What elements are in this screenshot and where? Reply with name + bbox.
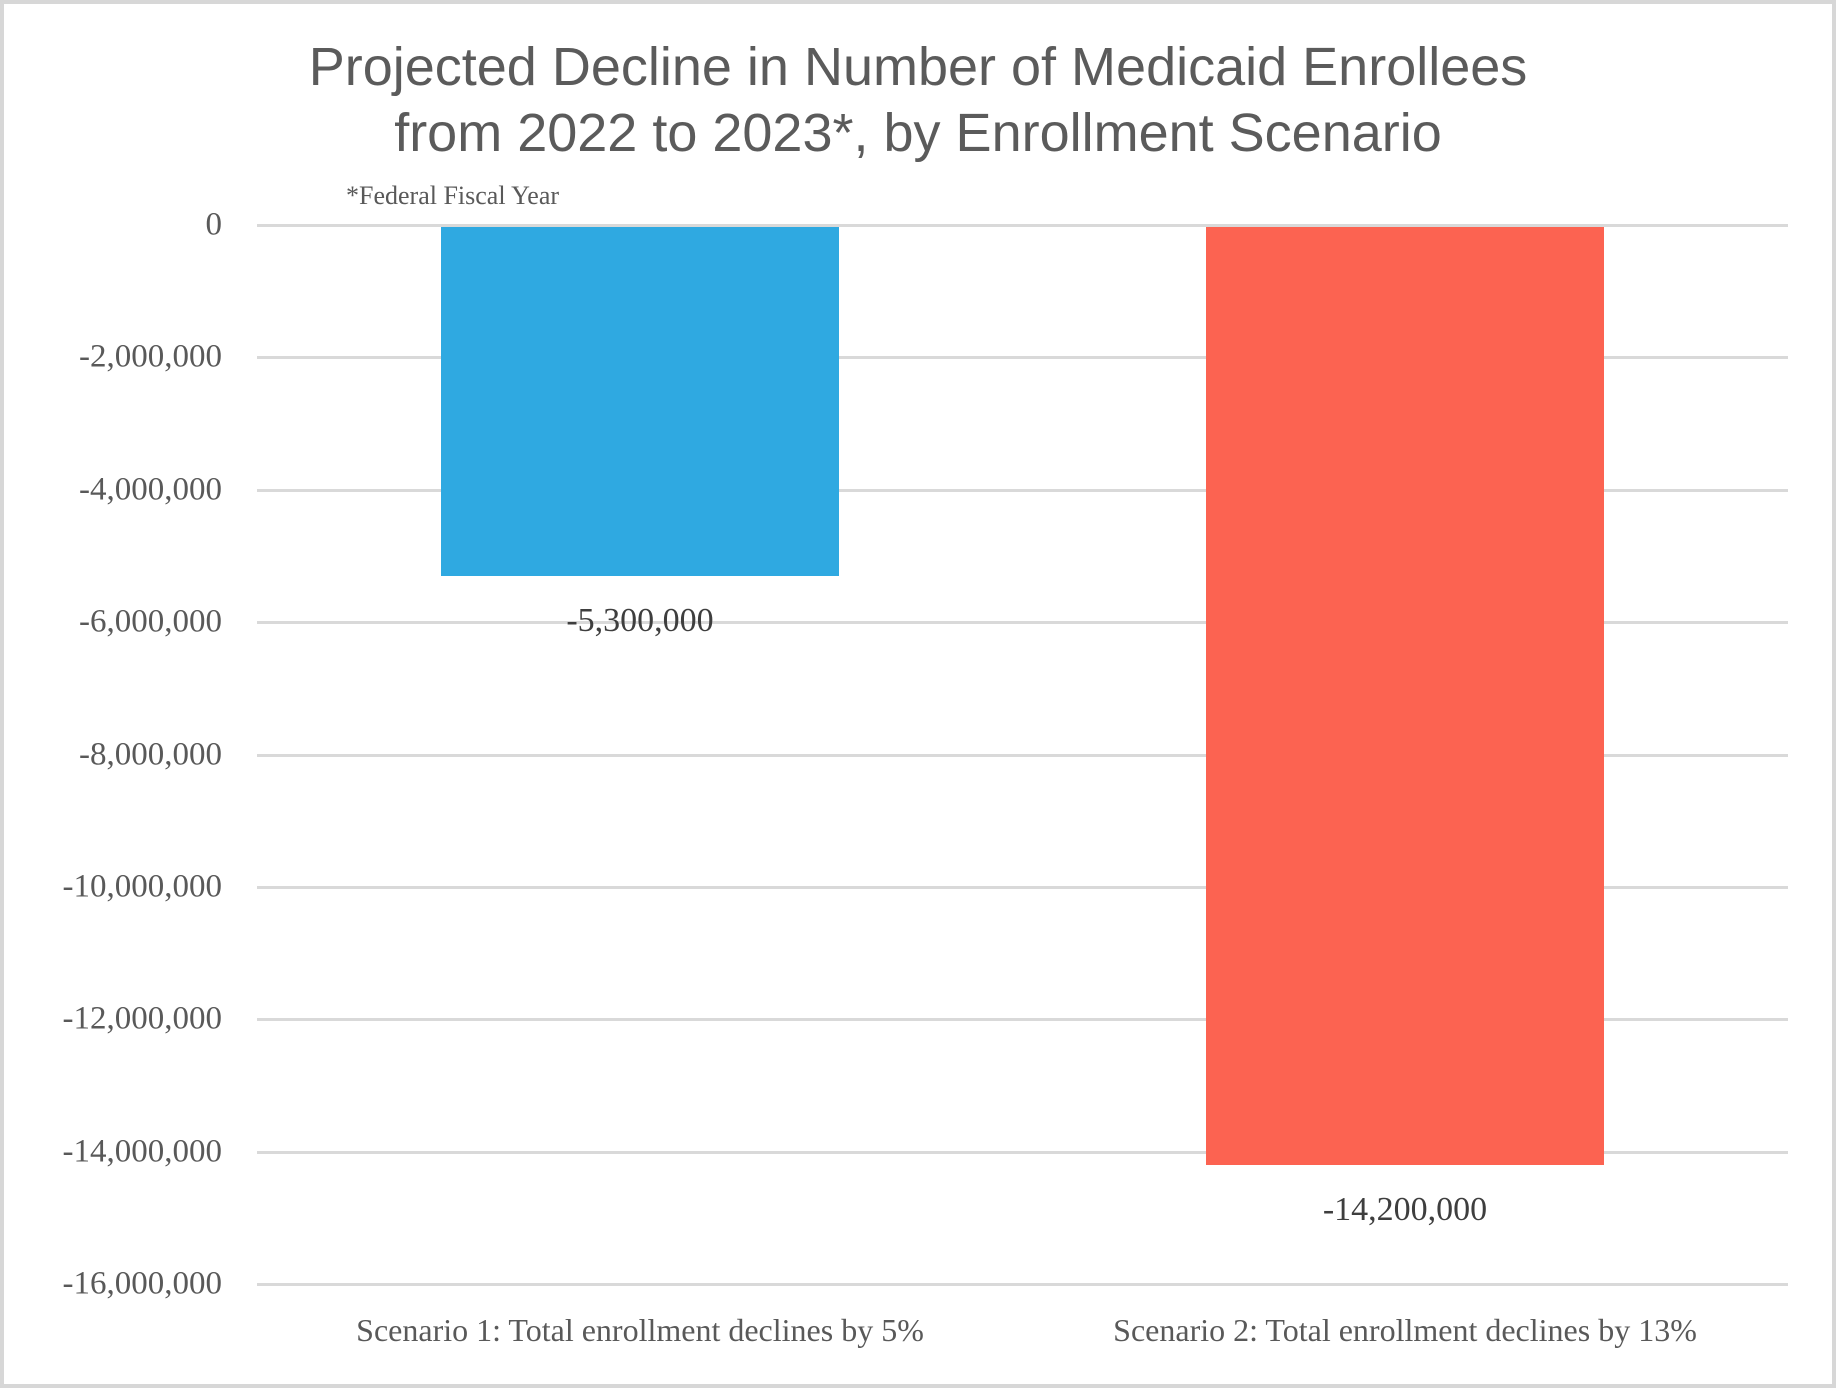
y-axis-tick-label: -16,000,000 [62,1265,223,1302]
chart-title-line-2: from 2022 to 2023*, by Enrollment Scenar… [394,103,1442,163]
gridline-2000000 [257,356,1788,359]
chart-title: Projected Decline in Number of Medicaid … [4,34,1832,166]
x-axis-category-label-2: Scenario 2: Total enrollment declines by… [1113,1312,1697,1348]
gridline-6000000 [257,621,1788,624]
bar-scenario-1 [441,227,839,576]
gridline-14000000 [257,1151,1788,1154]
y-axis-tick-label: -4,000,000 [79,471,222,508]
data-label-scenario-2: -14,200,000 [1322,1191,1488,1228]
gridline-4000000 [257,489,1788,492]
y-axis-tick-label: -10,000,000 [62,868,223,905]
chart-footnote: *Federal Fiscal Year [346,181,560,210]
chart-title-line-1: Projected Decline in Number of Medicaid … [308,37,1528,97]
y-axis-tick-label: -6,000,000 [79,603,222,640]
y-axis-tick-label: -12,000,000 [62,1000,223,1037]
gridline-12000000 [257,1018,1788,1021]
y-axis-tick-label: -8,000,000 [79,736,222,773]
data-label-scenario-1: -5,300,000 [566,602,714,639]
gridline-16000000 [257,1283,1788,1286]
gridline-8000000 [257,754,1788,757]
y-axis-tick-label: -14,000,000 [62,1133,223,1170]
gridline-10000000 [257,886,1788,889]
y-axis-tick-label: 0 [205,206,223,243]
gridline-0 [257,224,1788,227]
bar-scenario-2 [1206,227,1604,1165]
plot-area: 0 -2,000,000 -4,000,000 -6,000,000 -8,000,00… [4,4,1832,1384]
y-axis-tick-label: -2,000,000 [79,338,222,375]
x-axis-category-label-1: Scenario 1: Total enrollment declines by… [356,1312,924,1348]
